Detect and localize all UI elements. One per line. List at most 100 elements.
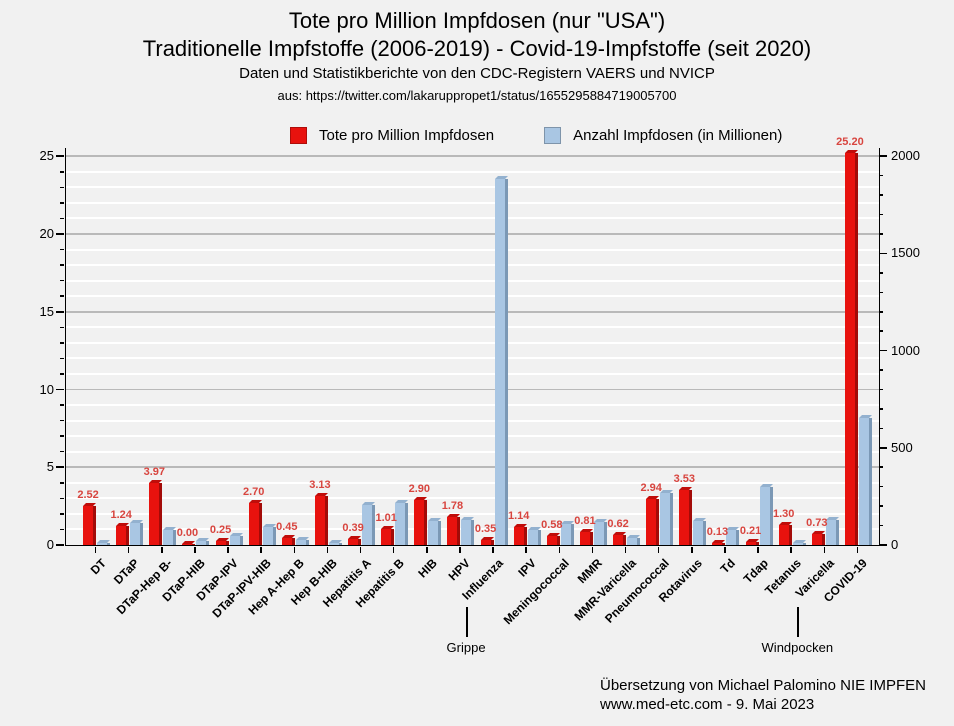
x-axis-tick <box>790 547 792 553</box>
bar-doses-Pneumococcal <box>660 492 674 545</box>
bar-doses-DTaP <box>130 522 144 545</box>
x-axis-tick <box>757 547 759 553</box>
x-axis-tick <box>161 547 163 553</box>
left-axis-tick <box>56 544 64 546</box>
x-axis-tick <box>326 547 329 553</box>
footer-line-2: www.med-etc.com - 9. Mai 2023 <box>600 696 815 713</box>
bar-doses-DTaP-IPV-HIB <box>262 527 276 545</box>
value-label-Rotavirus: 3.53 <box>673 473 696 486</box>
value-label-DTaP-HIB: 0.00 <box>176 527 199 539</box>
bar-deaths-DT <box>83 505 97 545</box>
x-axis-tick <box>657 547 660 553</box>
gridline-minor <box>66 404 879 407</box>
bar-doses-IPV <box>527 530 541 545</box>
left-axis-tick-label: 25 <box>39 148 54 164</box>
annotation-line-Grippe <box>466 607 468 637</box>
bar-doses-Tetanus <box>792 543 806 545</box>
bar-deaths-Td <box>712 542 726 545</box>
annotation-line-Windpocken <box>797 607 799 637</box>
x-axis-tick <box>227 547 229 553</box>
left-axis-tick <box>60 528 64 531</box>
value-label-Hepatitis B: 1.01 <box>375 512 397 525</box>
right-axis-tick <box>879 505 883 507</box>
bar-deaths-Influenza <box>480 539 494 545</box>
value-label-Tetanus: 1.30 <box>772 507 795 520</box>
x-axis-tick <box>94 547 97 553</box>
bar-deaths-DTaP <box>116 525 130 545</box>
right-axis-tick <box>879 213 883 216</box>
bar-doses-Rotavirus <box>693 520 707 545</box>
gridline-minor <box>66 481 879 484</box>
value-label-COVID-19: 25.20 <box>836 136 864 149</box>
right-axis-tick <box>879 408 883 410</box>
bar-doses-Hep B-HIB <box>328 543 342 545</box>
gridline-minor <box>66 170 879 173</box>
left-axis-tick <box>60 450 64 453</box>
right-axis-tick-label: 1500 <box>891 245 920 261</box>
bar-doses-Hepatitis B <box>395 503 409 545</box>
right-axis-tick <box>879 369 883 371</box>
footer-line-1: Übersetzung von Michael Palomino NIE IMP… <box>600 677 926 694</box>
bar-doses-MMR <box>593 522 607 545</box>
value-label-Tdap: 0.21 <box>739 524 762 537</box>
left-axis-tick <box>56 466 64 469</box>
value-label-MMR: 0.81 <box>574 515 596 528</box>
legend-label-deaths: Tote pro Million Impfdosen <box>319 127 495 144</box>
x-axis-tick <box>823 547 826 553</box>
x-axis-tick <box>558 547 561 553</box>
right-axis-tick-label: 2000 <box>891 148 920 164</box>
left-axis-tick <box>56 388 64 391</box>
left-axis-tick <box>60 373 64 375</box>
gridline-minor <box>66 248 879 251</box>
x-axis-tick <box>293 547 296 553</box>
bar-deaths-MMR <box>579 532 593 545</box>
left-axis-tick <box>60 482 64 484</box>
left-axis-tick <box>60 326 64 329</box>
left-axis-tick <box>60 171 64 173</box>
x-axis-tick <box>392 547 395 553</box>
x-axis-tick <box>359 547 362 553</box>
gridline-major <box>66 155 879 158</box>
bar-deaths-Pneumococcal <box>646 499 660 545</box>
value-label-Varicella: 0.73 <box>806 516 828 529</box>
annotation-label-Grippe: Grippe <box>446 640 486 655</box>
legend-swatch-red <box>290 127 307 144</box>
gridline-major <box>66 466 879 469</box>
right-axis-tick <box>879 330 883 332</box>
left-axis-tick-label: 15 <box>39 303 54 319</box>
left-axis-tick-label: 20 <box>39 226 54 241</box>
right-axis-tick <box>879 174 883 177</box>
x-axis-tick <box>856 547 859 553</box>
gridline-minor <box>66 201 879 204</box>
bar-deaths-Hepatitis B <box>381 529 395 545</box>
bar-doses-MMR-Varicella <box>627 538 641 545</box>
gridline-minor <box>66 372 879 375</box>
value-label-Influenza: 0.35 <box>474 522 497 535</box>
bar-deaths-IPV <box>513 527 527 545</box>
left-axis-tick <box>60 202 64 204</box>
x-axis-tick <box>127 547 130 553</box>
left-axis-tick <box>56 310 64 313</box>
left-axis-tick-label: 0 <box>46 537 54 552</box>
plot-area: 2.52 1.24 3.97 0.00 0.25 2.70 0.45 3.13 0.39 1.01… <box>65 136 880 546</box>
gridline-major <box>66 233 879 235</box>
bar-doses-DTaP-HIB <box>196 541 210 545</box>
chart-subtitle-line: Traditionelle Impfstoffe (2006-2019) - C… <box>142 36 812 61</box>
right-axis-tick <box>879 485 883 488</box>
gridline-minor <box>66 279 879 282</box>
value-label-MMR-Varicella: 0.62 <box>607 518 629 531</box>
right-axis-tick <box>879 427 883 430</box>
x-axis-tick <box>525 547 527 553</box>
bar-deaths-Tdap <box>745 541 759 545</box>
left-axis-tick <box>60 357 64 360</box>
right-axis-tick-label: 500 <box>891 439 913 455</box>
bar-deaths-DTaP-IPV <box>215 541 229 545</box>
x-axis-tick <box>426 547 428 553</box>
right-axis-tick <box>879 388 883 391</box>
left-axis-tick <box>60 186 64 189</box>
bar-deaths-Meningococcal <box>546 535 560 545</box>
bar-doses-HIB <box>428 520 442 545</box>
left-axis-tick <box>60 497 64 500</box>
footer-credit: Übersetzung von Michael Palomino NIE IMP… <box>600 676 926 714</box>
right-axis-tick <box>879 194 883 196</box>
